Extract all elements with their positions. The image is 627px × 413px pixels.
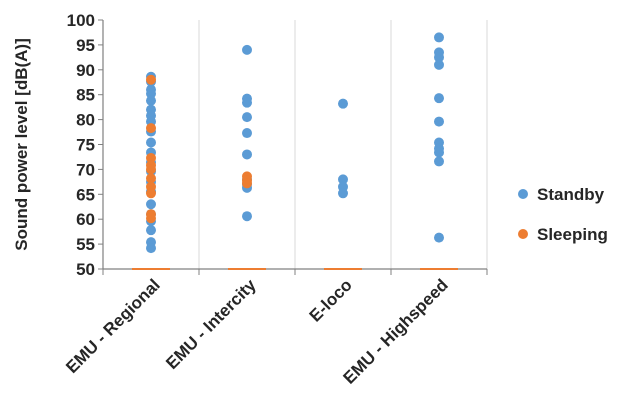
standby-point [434, 147, 444, 158]
legend-label-sleeping: Sleeping [537, 225, 608, 244]
x-tick-label: EMU - Regional [62, 275, 164, 377]
y-tick-label: 95 [76, 36, 95, 55]
y-tick-label: 55 [76, 235, 95, 254]
legend-marker-sleeping [518, 229, 528, 239]
y-tick-label: 80 [76, 111, 95, 130]
standby-point [242, 97, 252, 108]
standby-point [242, 44, 252, 55]
standby-point [146, 95, 156, 106]
sleeping-point [146, 123, 156, 134]
y-tick-label: 65 [76, 185, 95, 204]
standby-point [146, 225, 156, 236]
legend: Standby Sleeping [518, 185, 608, 244]
sleeping-point [146, 188, 156, 199]
standby-point [242, 211, 252, 222]
standby-point [434, 59, 444, 70]
data-points [132, 32, 458, 270]
standby-point [242, 112, 252, 123]
standby-point [434, 52, 444, 63]
sleeping-point [242, 178, 252, 189]
standby-point [434, 32, 444, 43]
standby-point [338, 174, 348, 185]
standby-point [434, 232, 444, 243]
standby-point [242, 149, 252, 160]
standby-point [146, 88, 156, 99]
standby-point [338, 98, 348, 109]
sleeping-point [146, 213, 156, 224]
sleeping-point [146, 152, 156, 163]
x-tick-label: EMU - Intercity [162, 275, 260, 373]
standby-point [146, 243, 156, 254]
x-tick-label: EMU - Highspeed [340, 275, 452, 387]
y-tick-label: 90 [76, 61, 95, 80]
standby-point [434, 93, 444, 104]
y-tick-label: 100 [67, 11, 95, 30]
y-tick-label: 85 [76, 86, 95, 105]
y-tick-label: 75 [76, 136, 95, 155]
legend-marker-standby [518, 189, 528, 199]
standby-point [146, 199, 156, 210]
grid-lines [198, 20, 488, 269]
standby-point [242, 128, 252, 139]
sleeping-point [146, 173, 156, 184]
sleeping-point [146, 74, 156, 85]
x-tick-label: E-loco [306, 275, 356, 325]
standby-point [434, 116, 444, 127]
y-tick-label: 70 [76, 160, 95, 179]
y-tick-label: 60 [76, 210, 95, 229]
y-axis-label: Sound power level [dB(A)] [12, 38, 31, 251]
y-tick-labels: 50 55 60 65 70 75 80 85 90 95 100 [67, 11, 103, 279]
y-tick-label: 50 [76, 260, 95, 279]
standby-point [434, 156, 444, 167]
standby-point [146, 137, 156, 148]
sleeping-point [146, 164, 156, 175]
legend-label-standby: Standby [537, 185, 605, 204]
standby-point [338, 188, 348, 199]
